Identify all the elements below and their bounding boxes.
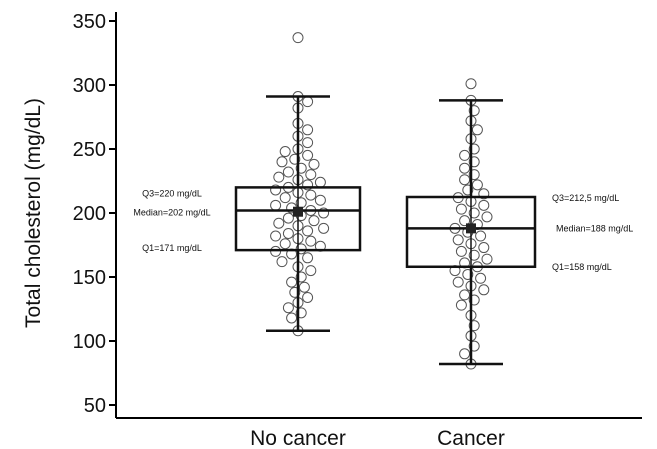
no-cancer-point [282, 227, 294, 239]
no-cancer-point [270, 199, 282, 211]
cancer-median-annotation: Median=188 mg/dL [556, 223, 633, 233]
cancer-point [459, 348, 471, 360]
cancer-point [459, 215, 471, 227]
no-cancer-point [305, 189, 317, 201]
cancer-point [481, 211, 493, 223]
no-cancer-q3-annotation: Q3=220 mg/dL [142, 188, 202, 198]
no-cancer-point [279, 238, 291, 250]
no-cancer-point [279, 192, 291, 204]
no-cancer-point [292, 32, 304, 44]
cancer-point [452, 234, 464, 246]
cancer-mean-marker [466, 223, 476, 234]
no-cancer-point [270, 245, 282, 257]
y-tick-label-100: 100 [73, 331, 106, 353]
no-cancer-point [282, 302, 294, 314]
no-cancer-point [308, 158, 320, 170]
cancer-point [452, 276, 464, 288]
cancer-point [459, 149, 471, 161]
cancer-point [478, 242, 490, 254]
no-cancer-point [270, 230, 282, 242]
no-cancer-point [318, 222, 330, 234]
cancer-point [475, 230, 487, 242]
cancer-point [478, 199, 490, 211]
no-cancer-point [282, 166, 294, 178]
no-cancer-point [298, 281, 310, 293]
y-tick-label-200: 200 [73, 203, 106, 225]
y-tick-label-250: 250 [73, 139, 106, 161]
no-cancer-point [302, 291, 314, 303]
cancer-point [475, 272, 487, 284]
no-cancer-point [276, 256, 288, 268]
no-cancer-point [314, 194, 326, 206]
y-tick-label-300: 300 [73, 75, 106, 97]
no-cancer-point [286, 276, 298, 288]
cancer-point [459, 174, 471, 186]
no-cancer-point [308, 215, 320, 227]
no-cancer-point [302, 225, 314, 237]
y-tick-label-50: 50 [84, 395, 106, 417]
x-category-label-cancer: Cancer [437, 427, 505, 449]
cancer-point [471, 124, 483, 136]
cancer-point [459, 289, 471, 301]
no-cancer-point [286, 312, 298, 324]
cancer-point [459, 162, 471, 174]
plot-area: 50 100 150 200 250 300 350 No cancer Q3=220 mg/d… [73, 11, 642, 449]
cancer-q1-annotation: Q1=158 mg/dL [552, 262, 612, 272]
no-cancer-point [279, 146, 291, 158]
no-cancer-point [302, 96, 314, 108]
no-cancer-point [302, 124, 314, 136]
no-cancer-point [305, 235, 317, 247]
y-axis-title: Total cholesterol (mg/dL) [22, 98, 45, 328]
no-cancer-point [302, 149, 314, 161]
no-cancer-point [305, 169, 317, 181]
x-category-label-no-cancer: No cancer [250, 427, 346, 449]
cancer-point [481, 253, 493, 265]
no-cancer-point [276, 156, 288, 168]
no-cancer-mean-marker [293, 206, 303, 217]
cancer-point [455, 203, 467, 215]
no-cancer-point [302, 137, 314, 149]
no-cancer-point [314, 176, 326, 188]
cancer-point [465, 78, 477, 90]
no-cancer-point [305, 265, 317, 277]
no-cancer-point [273, 171, 285, 183]
no-cancer-point [273, 217, 285, 229]
no-cancer-median-annotation: Median=202 mg/dL [133, 207, 210, 217]
cancer-point [478, 284, 490, 296]
no-cancer-point [302, 252, 314, 264]
no-cancer-q1-annotation: Q1=171 mg/dL [142, 243, 202, 253]
y-tick-label-150: 150 [73, 267, 106, 289]
y-tick-label-350: 350 [73, 11, 106, 33]
cancer-q3-annotation: Q3=212,5 mg/dL [552, 193, 619, 203]
cancer-point [471, 179, 483, 191]
cancer-point [455, 299, 467, 311]
no-cancer-point [282, 212, 294, 224]
cancer-point [455, 245, 467, 257]
